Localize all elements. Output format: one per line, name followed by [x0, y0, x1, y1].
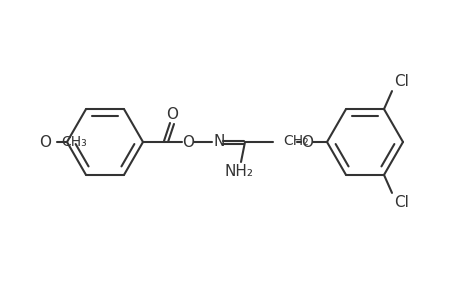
Text: O: O — [182, 134, 194, 149]
Text: O: O — [300, 134, 312, 149]
Text: N: N — [213, 134, 224, 148]
Text: NH₂: NH₂ — [224, 164, 253, 179]
Text: Cl: Cl — [393, 195, 408, 210]
Text: CH₃: CH₃ — [61, 135, 87, 149]
Text: CH₂: CH₂ — [282, 134, 308, 148]
Text: O: O — [39, 134, 51, 149]
Text: Cl: Cl — [393, 74, 408, 88]
Text: O: O — [166, 106, 178, 122]
